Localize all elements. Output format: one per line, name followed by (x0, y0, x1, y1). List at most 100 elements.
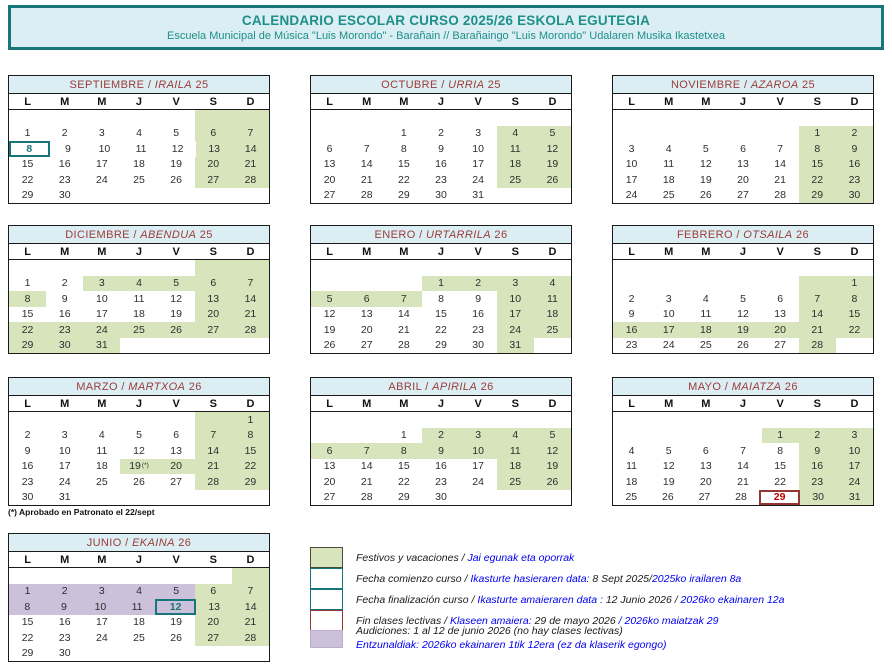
day-cell: 16 (46, 615, 83, 631)
day-cell (650, 110, 687, 126)
month-name-eu: URRIA (448, 78, 485, 91)
day-number: 4 (136, 127, 142, 140)
day-cell: 15 (9, 307, 46, 323)
day-cell: 6 (762, 291, 799, 307)
legend-segment: Fecha finalización curso / (356, 593, 478, 606)
day-number: 5 (173, 277, 180, 290)
day-cell: 29 (9, 188, 46, 204)
week-row: 29 30 31 (9, 337, 269, 354)
day-number: 10 (509, 292, 522, 305)
legend-segment: Entzunaldiak: 2026ko ekainaren 1tik 12er… (356, 639, 667, 651)
week-row: 29 30 (9, 188, 269, 204)
day-number: 18 (133, 308, 145, 321)
legend-swatch-green (310, 547, 343, 568)
day-cell: 18 (120, 307, 157, 323)
day-cell (534, 110, 571, 126)
day-cell: 10 (613, 157, 650, 173)
day-number: 15 (244, 444, 257, 457)
day-number: 15 (811, 158, 824, 171)
day-number: 5 (173, 127, 180, 140)
weekday-header: L (326, 95, 333, 108)
day-cell: 16 (46, 157, 83, 173)
legend-line: Entzunaldiak: 2026ko ekainaren 1tik 12er… (356, 638, 667, 652)
month-name-es: MARZO / (76, 380, 129, 393)
day-cell (762, 260, 799, 276)
calendar-may: MAYO / MAIATZA 26 L M M J V S D 1 2 3 4 5 6 7 8 9 10 11 12 1… (612, 377, 874, 506)
day-number: 6 (210, 127, 217, 140)
weekday-header: L (628, 397, 635, 410)
day-cell: 5 (724, 291, 761, 307)
day-number: 27 (360, 339, 373, 352)
day-number: 9 (61, 292, 68, 305)
weekday-header: M (60, 245, 70, 258)
day-cell: 19 (650, 474, 687, 490)
day-cell: 28 (723, 490, 760, 506)
day-number: 2 (814, 429, 821, 442)
day-cell: 21 (348, 474, 385, 490)
day-number: 17 (472, 460, 484, 473)
month-title: DICIEMBRE / ABENDUA 25 (9, 226, 269, 244)
day-cell: 25 (496, 172, 534, 188)
day-number: 29 (435, 339, 447, 352)
month-name-es: ENERO / (374, 228, 427, 241)
month-name-es: NOVIEMBRE / (670, 78, 751, 91)
day-cell: 11 (687, 307, 724, 323)
day-cell: 15 (798, 156, 836, 172)
day-cell (687, 412, 724, 428)
weekday-header: M (664, 397, 674, 410)
day-number: 9 (851, 142, 858, 155)
week-row (311, 110, 571, 126)
month-title: SEPTIEMBRE / IRAILA 25 (9, 76, 269, 94)
day-number: 29 (21, 339, 34, 352)
day-number: 15 (398, 460, 410, 473)
day-cell: 18 (533, 306, 571, 322)
day-cell: 3 (650, 291, 687, 307)
day-cell (798, 275, 836, 291)
week-row: 22 23 24 25 26 27 28 (9, 630, 269, 646)
day-number: 17 (625, 173, 638, 186)
weekday-header: D (246, 95, 255, 108)
day-cell: 26 (157, 322, 195, 338)
day-cell: 8 (9, 291, 47, 307)
day-number: 10 (472, 444, 484, 457)
day-number: 2 (61, 585, 68, 598)
weekday-header: M (664, 95, 674, 108)
day-number: 21 (737, 475, 749, 488)
day-cell (385, 412, 422, 428)
day-cell: 24 (650, 338, 687, 354)
day-cell: 27 (762, 338, 799, 354)
day-cell: 5 (687, 141, 724, 157)
day-number: 3 (665, 292, 672, 305)
day-number: 1 (24, 585, 31, 598)
week-row: 5 6 7 8 9 10 11 (311, 291, 571, 307)
day-cell (460, 412, 497, 428)
day-cell: 13 (348, 307, 385, 323)
day-number: 16 (435, 460, 447, 473)
day-cell: 20 (311, 474, 348, 490)
day-cell (232, 338, 269, 354)
day-cell (158, 188, 195, 204)
day-cell (83, 110, 120, 126)
day-number: 19 (323, 323, 336, 336)
week-row: 20 21 22 23 24 25 26 (311, 172, 571, 188)
month-year: 26 (490, 228, 508, 241)
month-name-eu: URTARRILA (426, 228, 491, 241)
day-number: 13 (170, 444, 182, 457)
month-year: 26 (781, 380, 798, 393)
day-cell: 14 (194, 443, 232, 459)
day-number: 3 (61, 429, 68, 442)
day-number: 12 (170, 292, 182, 305)
day-cell: 5 (311, 291, 349, 307)
week-row: 8 9 10 11 12 13 14 (9, 141, 270, 157)
day-cell: 2 (459, 275, 497, 291)
day-number: 22 (398, 173, 410, 186)
week-row: 11 12 13 14 15 16 17 (613, 458, 873, 474)
day-number: 3 (851, 429, 858, 442)
day-number: 11 (509, 444, 521, 457)
day-cell (46, 412, 83, 428)
day-number: 21 (811, 323, 824, 336)
weekday-header: L (24, 553, 31, 566)
